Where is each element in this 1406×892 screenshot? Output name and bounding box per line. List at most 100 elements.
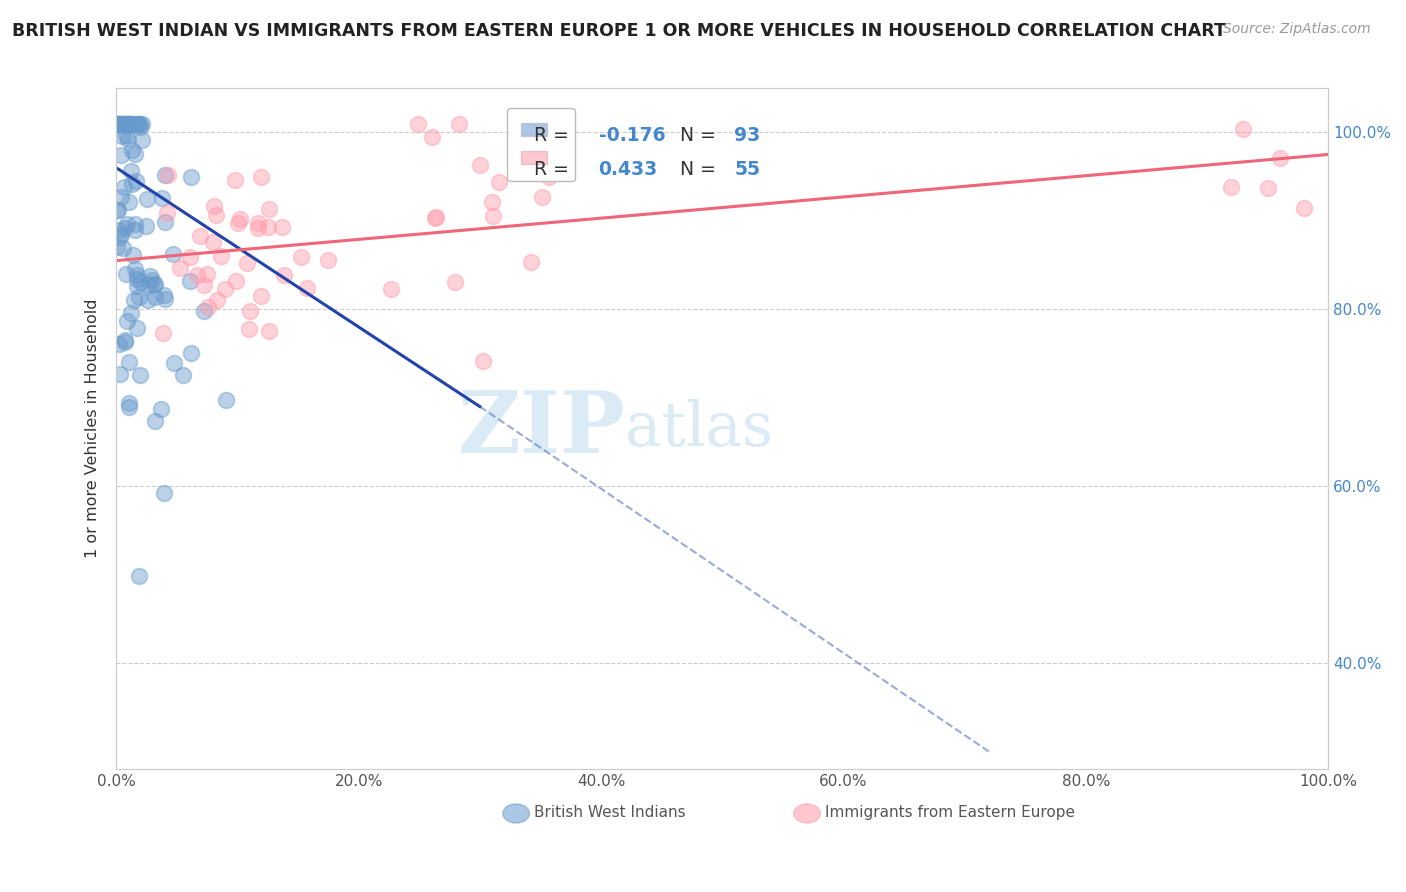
Point (481, 195, 503, 210)
Point (143, 277, 166, 291)
Point (115, 128, 138, 142)
Point (139, 268, 162, 283)
Point (122, 293, 145, 308)
Point (422, 130, 444, 145)
Point (127, 116, 149, 130)
Point (128, 290, 150, 304)
Point (114, 116, 136, 130)
Point (538, 170, 561, 185)
Point (117, 116, 139, 130)
Point (290, 250, 312, 264)
Point (468, 158, 491, 172)
Point (239, 304, 262, 318)
Point (115, 314, 138, 328)
Point (131, 133, 153, 147)
Point (380, 282, 402, 296)
Point (112, 116, 135, 130)
Point (115, 267, 138, 281)
Text: atlas: atlas (626, 399, 773, 458)
Point (295, 281, 318, 295)
Point (224, 173, 246, 187)
Point (124, 217, 146, 231)
Point (125, 116, 148, 130)
Text: -0.176: -0.176 (599, 126, 665, 145)
Text: BRITISH WEST INDIAN VS IMMIGRANTS FROM EASTERN EUROPE 1 OR MORE VEHICLES IN HOUS: BRITISH WEST INDIAN VS IMMIGRANTS FROM E… (11, 22, 1226, 40)
Point (124, 261, 146, 276)
Point (246, 217, 269, 231)
Point (250, 169, 273, 184)
Point (229, 212, 252, 227)
Point (257, 324, 280, 338)
Point (135, 192, 157, 206)
Point (472, 353, 495, 368)
Point (128, 568, 150, 582)
Point (125, 271, 148, 285)
Text: ZIP: ZIP (457, 386, 626, 471)
Text: N =: N = (668, 160, 721, 178)
Point (110, 190, 132, 204)
Point (107, 116, 129, 130)
Point (127, 268, 149, 282)
Point (124, 223, 146, 237)
Point (107, 116, 129, 130)
Point (131, 116, 153, 130)
Point (121, 116, 143, 130)
Point (121, 143, 143, 157)
Text: 55: 55 (734, 160, 761, 178)
Point (156, 206, 179, 220)
Point (129, 368, 152, 382)
Point (118, 116, 141, 130)
Point (141, 273, 163, 287)
Point (273, 268, 295, 282)
Point (135, 219, 157, 233)
Point (153, 292, 176, 306)
Point (117, 217, 139, 231)
Point (127, 116, 149, 130)
Point (1292, 201, 1315, 215)
Point (107, 202, 129, 217)
Point (271, 220, 294, 235)
Point (179, 274, 201, 288)
Point (129, 116, 152, 130)
Point (447, 116, 470, 130)
Point (197, 300, 219, 314)
Point (120, 116, 142, 130)
Point (153, 215, 176, 229)
Point (152, 191, 174, 205)
Point (138, 277, 160, 292)
Point (110, 227, 132, 242)
Point (128, 120, 150, 134)
Point (107, 240, 129, 254)
Point (107, 203, 129, 218)
Point (193, 277, 215, 292)
Point (110, 148, 132, 162)
Point (257, 202, 280, 216)
Point (120, 116, 142, 130)
Point (425, 210, 447, 224)
Point (238, 322, 260, 336)
Text: 0.433: 0.433 (599, 160, 658, 178)
Point (143, 290, 166, 304)
Point (195, 267, 218, 281)
Point (488, 175, 510, 189)
Point (215, 392, 238, 407)
Point (108, 116, 131, 130)
Point (162, 246, 184, 260)
Point (179, 251, 201, 265)
Text: Source: ZipAtlas.com: Source: ZipAtlas.com (1223, 22, 1371, 37)
Point (108, 116, 131, 130)
Point (169, 261, 191, 276)
Point (108, 116, 131, 130)
Text: 93: 93 (734, 126, 761, 145)
Point (118, 395, 141, 409)
Point (111, 241, 134, 255)
Point (180, 169, 202, 184)
Point (118, 194, 141, 209)
Point (225, 275, 247, 289)
Point (152, 288, 174, 302)
Point (163, 356, 186, 370)
Point (108, 337, 131, 351)
Point (443, 276, 465, 290)
Point (108, 368, 131, 382)
Text: British West Indians: British West Indians (534, 805, 686, 820)
